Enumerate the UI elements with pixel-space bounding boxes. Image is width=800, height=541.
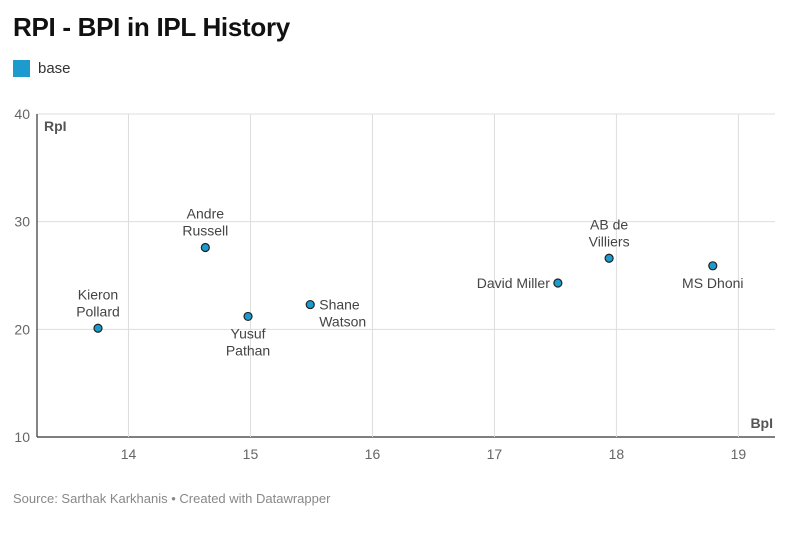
x-tick-label: 16 <box>365 446 381 462</box>
data-point <box>243 311 253 322</box>
data-label: Shane <box>319 297 360 313</box>
data-label: MS Dhoni <box>682 275 743 291</box>
chart-title: RPI - BPI in IPL History <box>13 12 290 42</box>
data-point <box>93 323 103 333</box>
y-tick-label: 30 <box>14 214 30 230</box>
data-label: Yusuf <box>231 325 266 341</box>
legend-swatch <box>13 60 30 77</box>
source-note: Source: Sarthak Karkhanis • Created with… <box>13 491 331 506</box>
x-tick-label: 18 <box>609 446 625 462</box>
x-axis-title: BpI <box>750 415 773 431</box>
data-label: Pathan <box>226 342 270 358</box>
data-point <box>305 299 315 310</box>
data-point <box>604 253 614 263</box>
legend: base <box>13 60 71 77</box>
x-tick-label: 17 <box>487 446 503 462</box>
data-point <box>553 278 563 288</box>
data-point <box>708 261 718 271</box>
data-label: Pollard <box>76 303 120 319</box>
data-label: Andre <box>187 206 225 222</box>
data-point <box>200 242 210 253</box>
y-tick-label: 10 <box>14 429 30 445</box>
data-label: Watson <box>319 314 366 330</box>
data-label: Villiers <box>589 233 630 249</box>
y-tick-label: 40 <box>14 106 30 122</box>
x-tick-label: 19 <box>731 446 747 462</box>
data-label: AB de <box>590 216 628 232</box>
data-label: David Miller <box>477 275 550 291</box>
x-tick-label: 14 <box>121 446 137 462</box>
data-label: Russell <box>182 223 228 239</box>
y-tick-label: 20 <box>14 321 30 337</box>
data-label: Kieron <box>78 286 118 302</box>
legend-label: base <box>38 60 71 77</box>
y-axis-title: RpI <box>44 118 67 134</box>
x-tick-label: 15 <box>243 446 259 462</box>
